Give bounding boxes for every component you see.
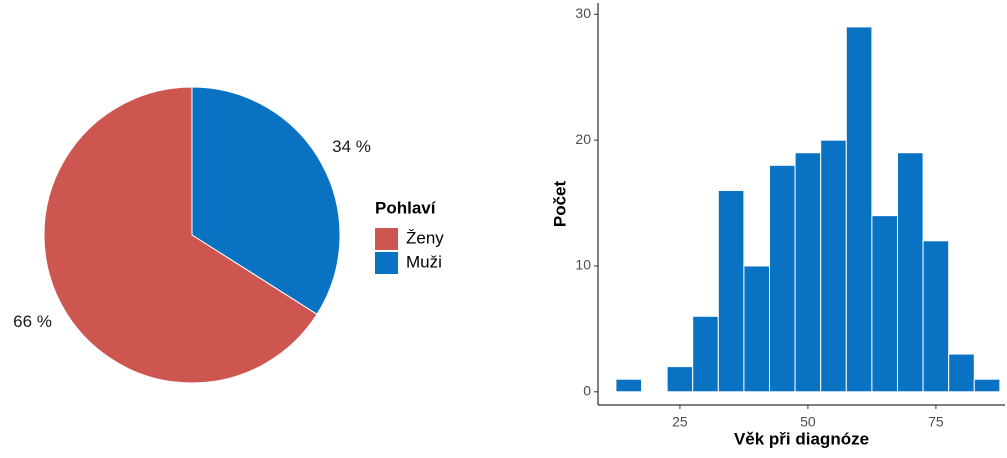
- histogram-bar: [794, 152, 822, 393]
- x-tick-label: 25: [672, 414, 688, 430]
- histogram-bar: [973, 378, 1001, 393]
- legend-key: [375, 252, 398, 274]
- histogram-bar: [666, 366, 694, 393]
- slice-label: 34 %: [332, 137, 371, 156]
- legend-label: Muži: [406, 252, 442, 271]
- histogram-bar: [615, 378, 643, 393]
- legend-label: Ženy: [406, 228, 444, 247]
- histogram-bar: [692, 315, 719, 393]
- slice-label: 66 %: [13, 312, 52, 331]
- histogram-bar: [717, 189, 745, 393]
- histogram-bar: [820, 139, 847, 393]
- y-axis-title: Počet: [550, 181, 569, 228]
- y-tick-label: 20: [575, 131, 591, 147]
- y-tick-label: 30: [575, 5, 591, 21]
- pie-slice: [43, 86, 318, 384]
- pie-slice: [191, 86, 341, 315]
- y-tick-label: 10: [575, 257, 591, 273]
- histogram-bar: [871, 215, 898, 393]
- legend-title: Pohlaví: [375, 198, 437, 217]
- histogram-bar: [896, 152, 924, 393]
- histogram-bar: [922, 240, 950, 393]
- x-axis-title: Věk při diagnóze: [734, 429, 869, 448]
- y-tick-label: 0: [583, 382, 591, 398]
- x-tick-label: 50: [800, 414, 816, 430]
- histogram-bar: [948, 353, 975, 393]
- histogram-bar: [845, 26, 873, 393]
- histogram-bar: [769, 164, 796, 393]
- histogram-bar: [743, 265, 771, 393]
- x-tick-label: 75: [928, 414, 944, 430]
- legend-key: [375, 228, 398, 250]
